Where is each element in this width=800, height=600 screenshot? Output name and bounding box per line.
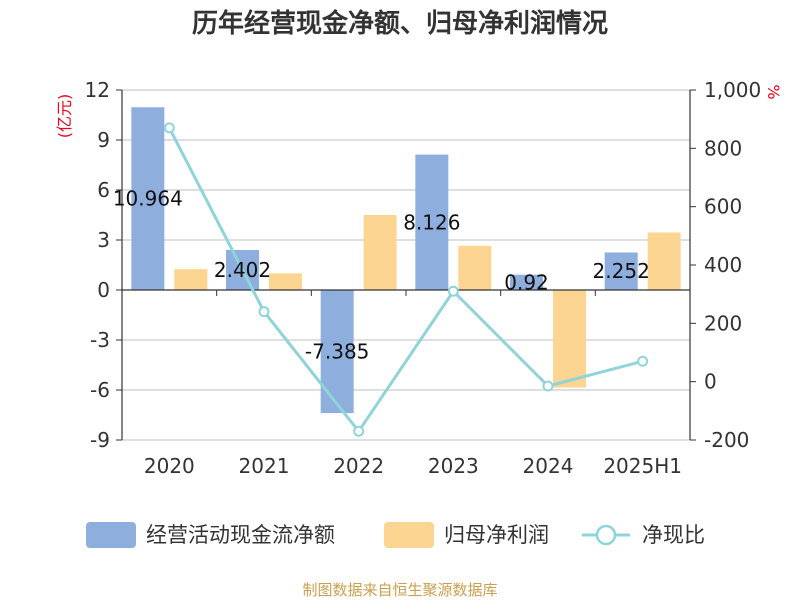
ratio-point xyxy=(542,380,554,392)
cashflow-data-label: 2.402 xyxy=(214,258,271,282)
category-label: 2021 xyxy=(239,454,290,478)
cashflow-data-label: 2.252 xyxy=(593,259,650,283)
net-profit-bar xyxy=(269,273,302,290)
right-tick-label: 1,000 xyxy=(704,78,761,102)
right-tick-label: 800 xyxy=(704,136,742,160)
category-label: 2023 xyxy=(428,454,479,478)
legend-label-cashflow: 经营活动现金流净额 xyxy=(146,523,335,547)
right-tick-label: 200 xyxy=(704,311,742,335)
category-label: 2020 xyxy=(144,454,195,478)
left-tick-label: 0 xyxy=(97,278,110,302)
right-tick-label: 400 xyxy=(704,253,742,277)
left-tick-label: -6 xyxy=(90,378,110,402)
legend-swatch-net-profit xyxy=(384,522,434,548)
chart-title: 历年经营现金净额、归母净利润情况 xyxy=(192,8,608,39)
left-axis-unit: (亿元) xyxy=(55,94,74,139)
legend-label-net-profit: 归母净利润 xyxy=(444,523,549,547)
operating-cashflow-bar xyxy=(604,252,638,290)
axes: 12 9 6 3 0 -3 -6 -9 1,000 800 600 400 200 0 -200 2020 20… xyxy=(85,78,762,478)
grid-lines xyxy=(122,89,690,441)
cashflow-data-label: 10.964 xyxy=(113,187,183,211)
cashflow-data-label: 0.92 xyxy=(504,270,549,294)
ratio-point xyxy=(447,285,459,297)
legend-label-ratio: 净现比 xyxy=(642,523,705,547)
net-profit-bar xyxy=(553,290,586,388)
net-profit-bar xyxy=(647,232,681,290)
right-tick-label: -200 xyxy=(704,428,749,452)
data-labels: 10.964 2.402 -7.385 8.126 0.92 2.252 xyxy=(113,187,650,364)
legend: 经营活动现金流净额 归母净利润 净现比 xyxy=(86,522,705,548)
net-profit-bar xyxy=(174,269,208,290)
right-axis-unit: % xyxy=(764,84,783,99)
left-tick-label: 3 xyxy=(97,228,110,252)
ratio-point xyxy=(163,122,175,134)
category-label: 2024 xyxy=(523,454,574,478)
left-tick-label: 9 xyxy=(97,128,110,152)
operating-cashflow-bar xyxy=(131,107,165,291)
left-tick-label: -3 xyxy=(90,328,110,352)
ratio-line-series xyxy=(163,122,649,437)
category-label: 2022 xyxy=(333,454,384,478)
ratio-line xyxy=(167,127,644,434)
cashflow-data-label: 8.126 xyxy=(403,210,460,234)
right-tick-label: 600 xyxy=(704,195,742,219)
category-label: 2025H1 xyxy=(603,454,682,478)
ratio-point xyxy=(637,355,649,367)
legend-swatch-cashflow xyxy=(86,522,136,548)
ratio-point xyxy=(258,306,270,318)
left-tick-label: 12 xyxy=(85,78,110,102)
source-note: 制图数据来自恒生聚源数据库 xyxy=(302,581,497,599)
operating-cashflow-bar xyxy=(415,154,449,290)
ratio-point xyxy=(353,425,365,437)
left-tick-label: -9 xyxy=(90,428,110,452)
operating-cashflow-bar xyxy=(510,274,543,290)
net-profit-bar xyxy=(363,215,397,290)
cashflow-data-label: -7.385 xyxy=(305,340,369,364)
legend-swatch-ratio-marker xyxy=(595,524,617,546)
right-tick-label: 0 xyxy=(704,370,717,394)
net-profit-bar xyxy=(458,245,492,290)
left-tick-label: 6 xyxy=(97,178,110,202)
